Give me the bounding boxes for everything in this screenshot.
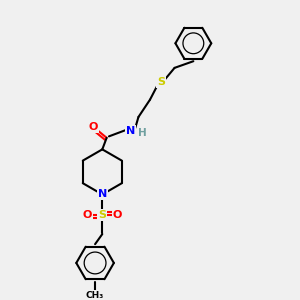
Text: H: H	[138, 128, 147, 138]
Text: O: O	[82, 210, 92, 220]
Text: CH₃: CH₃	[86, 290, 104, 299]
Text: O: O	[113, 210, 122, 220]
Text: S: S	[98, 210, 106, 220]
Text: N: N	[98, 190, 107, 200]
Text: S: S	[157, 77, 165, 87]
Text: O: O	[89, 122, 98, 132]
Text: N: N	[126, 126, 135, 136]
